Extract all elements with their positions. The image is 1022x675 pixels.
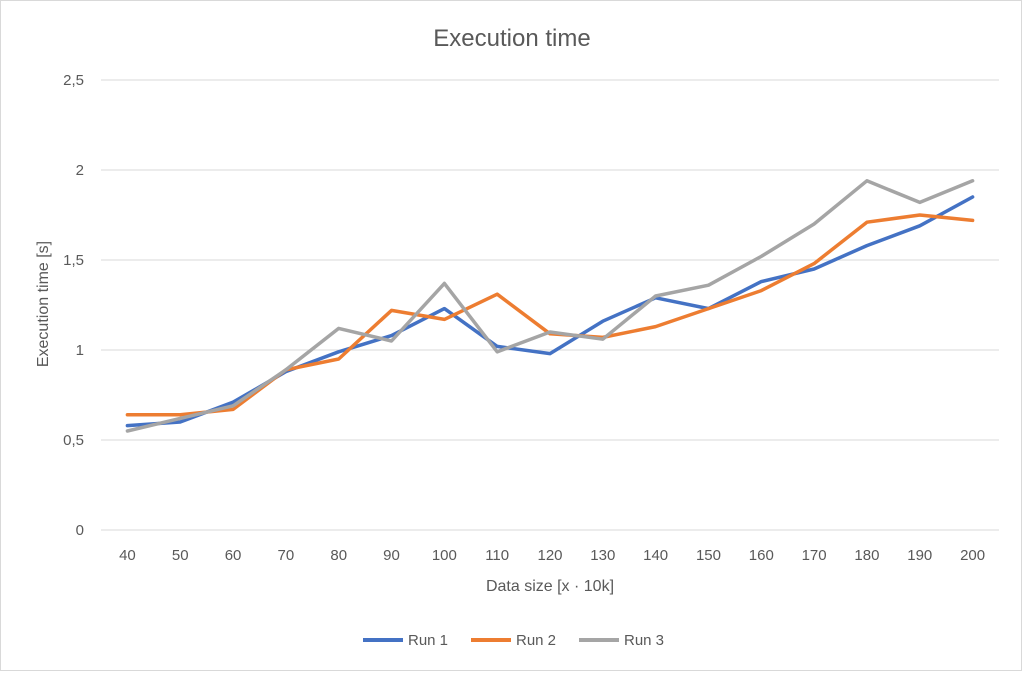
x-tick-label: 70 xyxy=(278,547,295,564)
legend-label: Run 1 xyxy=(408,632,448,649)
series-line-run-3 xyxy=(125,179,975,433)
x-tick-label: 160 xyxy=(749,547,774,564)
x-tick-label: 100 xyxy=(432,547,457,564)
x-tick-label: 200 xyxy=(960,547,985,564)
x-tick-label: 150 xyxy=(696,547,721,564)
x-tick-label: 140 xyxy=(643,547,668,564)
y-axis-label: Execution time [s] xyxy=(35,241,52,367)
y-tick-label: 0 xyxy=(76,522,84,539)
gridlines xyxy=(101,79,999,531)
x-tick-label: 90 xyxy=(383,547,400,564)
x-axis-label: Data size [x · 10k] xyxy=(486,578,614,595)
x-tick-label: 130 xyxy=(590,547,615,564)
x-tick-label: 110 xyxy=(485,547,509,564)
y-axis-ticks: 0 0,5 1 1,5 2 2,5 xyxy=(63,72,84,539)
legend: Run 1 Run 2 Run 3 xyxy=(363,632,664,649)
x-tick-label: 180 xyxy=(854,547,879,564)
x-tick-label: 190 xyxy=(907,547,932,564)
legend-label: Run 2 xyxy=(516,632,556,649)
x-tick-label: 60 xyxy=(225,547,242,564)
series-line-run-2 xyxy=(125,213,975,417)
x-tick-label: 120 xyxy=(537,547,562,564)
legend-label: Run 3 xyxy=(624,632,664,649)
y-tick-label: 0,5 xyxy=(63,432,84,449)
x-axis-ticks: 40 50 60 70 80 90 100 110 120 130 140 150 160 170 180 1… xyxy=(119,547,985,564)
y-tick-label: 1 xyxy=(76,342,84,359)
chart-title: Execution time xyxy=(433,25,590,52)
x-tick-label: 50 xyxy=(172,547,189,564)
series-lines xyxy=(125,179,975,433)
y-tick-label: 1,5 xyxy=(63,252,84,269)
y-tick-label: 2,5 xyxy=(63,72,84,89)
x-tick-label: 170 xyxy=(802,547,827,564)
x-tick-label: 40 xyxy=(119,547,136,564)
y-tick-label: 2 xyxy=(76,162,84,179)
x-tick-label: 80 xyxy=(330,547,347,564)
